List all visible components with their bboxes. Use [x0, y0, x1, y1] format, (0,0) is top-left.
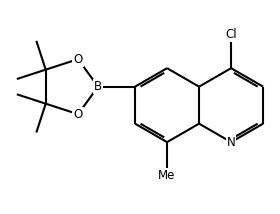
Text: B: B [94, 80, 102, 93]
Text: N: N [227, 136, 235, 149]
Text: O: O [73, 108, 83, 121]
Text: O: O [73, 53, 83, 66]
Text: Me: Me [158, 169, 176, 182]
Text: Cl: Cl [225, 28, 237, 41]
